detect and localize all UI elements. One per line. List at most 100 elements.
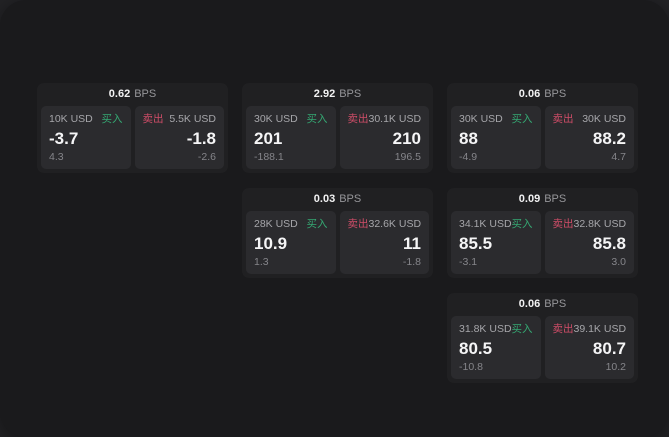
bps-value: 0.06: [518, 298, 541, 310]
sell-panel-top: 卖出 30K USD: [553, 113, 627, 125]
bps-unit-label: BPS: [339, 193, 362, 205]
sell-panel-top: 卖出 32.6K USD: [348, 218, 422, 230]
bps-header: 0.06 BPS: [447, 293, 638, 316]
buy-panel-top: 34.1K USD 买入: [459, 218, 533, 230]
sell-panel-top: 卖出 32.8K USD: [553, 218, 627, 230]
buy-sell-panels: 30K USD 买入 88 -4.9 卖出 30K USD 88.2 4.7: [447, 106, 638, 173]
sell-delta-value: 3.0: [611, 256, 626, 268]
buy-notional-label: 30K USD: [459, 113, 503, 125]
bps-header: 0.03 BPS: [242, 188, 433, 211]
buy-price-value: 80.5: [459, 338, 493, 358]
buy-notional-label: 34.1K USD: [459, 218, 512, 230]
bps-value: 2.92: [313, 88, 336, 100]
bps-value: 0.03: [313, 193, 336, 205]
buy-panel[interactable]: 30K USD 买入 201 -188.1: [246, 106, 336, 169]
sell-panel[interactable]: 卖出 39.1K USD 80.7 10.2: [544, 316, 634, 379]
buy-delta-value: -3.1: [459, 256, 478, 268]
buy-notional-label: 31.8K USD: [459, 323, 512, 335]
sell-price-value: -1.8: [186, 128, 216, 148]
sell-price-value: 88.2: [592, 128, 626, 148]
quote-card-3[interactable]: 0.06 BPS 30K USD 买入 88 -4.9 卖出 30K USD: [447, 83, 638, 173]
sell-delta-value: -2.6: [197, 151, 216, 163]
sell-panel[interactable]: 卖出 30.1K USD 210 196.5: [339, 106, 429, 169]
quote-card-6[interactable]: 0.06 BPS 31.8K USD 买入 80.5 -10.8 卖出 39.1…: [447, 293, 638, 383]
sell-price-value: 11: [403, 233, 421, 253]
buy-panel-top: 10K USD 买入: [49, 113, 123, 125]
sell-side-label: 卖出: [347, 218, 369, 230]
buy-notional-label: 28K USD: [254, 218, 298, 230]
buy-panel[interactable]: 10K USD 买入 -3.7 4.3: [41, 106, 131, 169]
buy-panel[interactable]: 28K USD 买入 10.9 1.3: [246, 211, 336, 274]
quote-card-5[interactable]: 0.09 BPS 34.1K USD 买入 85.5 -3.1 卖出 32.8K…: [447, 188, 638, 278]
bps-header: 0.06 BPS: [447, 83, 638, 106]
sell-delta-value: 4.7: [611, 151, 626, 163]
sell-side-label: 卖出: [552, 323, 574, 335]
sell-notional-label: 30.1K USD: [368, 113, 422, 125]
buy-delta-value: -188.1: [254, 151, 284, 163]
buy-sell-panels: 10K USD 买入 -3.7 4.3 卖出 5.5K USD -1.8 -2.…: [37, 106, 228, 173]
quote-card-4[interactable]: 0.03 BPS 28K USD 买入 10.9 1.3 卖出 32.6K US…: [242, 188, 433, 278]
buy-side-label: 买入: [511, 323, 533, 335]
buy-delta-value: -10.8: [459, 361, 483, 373]
bps-unit-label: BPS: [134, 88, 157, 100]
sell-delta-value: -1.8: [402, 256, 421, 268]
sell-panel[interactable]: 卖出 5.5K USD -1.8 -2.6: [134, 106, 224, 169]
sell-price-value: 85.8: [592, 233, 626, 253]
sell-panel-top: 卖出 30.1K USD: [348, 113, 422, 125]
buy-panel[interactable]: 31.8K USD 买入 80.5 -10.8: [451, 316, 541, 379]
buy-delta-value: 1.3: [254, 256, 269, 268]
sell-side-label: 卖出: [142, 113, 164, 125]
buy-delta-value: -4.9: [459, 151, 478, 163]
buy-sell-panels: 30K USD 买入 201 -188.1 卖出 30.1K USD 210 1…: [242, 106, 433, 173]
sell-panel-top: 卖出 5.5K USD: [143, 113, 217, 125]
bps-value: 0.62: [108, 88, 131, 100]
sell-side-label: 卖出: [347, 113, 369, 125]
bps-value: 0.09: [518, 193, 541, 205]
buy-panel[interactable]: 34.1K USD 买入 85.5 -3.1: [451, 211, 541, 274]
sell-notional-label: 32.6K USD: [368, 218, 422, 230]
sell-price-value: 210: [392, 128, 421, 148]
sell-panel-top: 卖出 39.1K USD: [553, 323, 627, 335]
buy-panel[interactable]: 30K USD 买入 88 -4.9: [451, 106, 541, 169]
quote-card-2[interactable]: 2.92 BPS 30K USD 买入 201 -188.1 卖出 30.1K …: [242, 83, 433, 173]
sell-side-label: 卖出: [552, 218, 574, 230]
buy-panel-top: 30K USD 买入: [459, 113, 533, 125]
buy-price-value: -3.7: [49, 128, 79, 148]
buy-panel-top: 28K USD 买入: [254, 218, 328, 230]
buy-side-label: 买入: [101, 113, 123, 125]
buy-price-value: 10.9: [254, 233, 288, 253]
buy-notional-label: 10K USD: [49, 113, 93, 125]
sell-delta-value: 10.2: [605, 361, 626, 373]
sell-side-label: 卖出: [552, 113, 574, 125]
quote-card-1[interactable]: 0.62 BPS 10K USD 买入 -3.7 4.3 卖出 5.5K USD: [37, 83, 228, 173]
sell-panel[interactable]: 卖出 30K USD 88.2 4.7: [544, 106, 634, 169]
buy-price-value: 88: [459, 128, 478, 148]
buy-sell-panels: 34.1K USD 买入 85.5 -3.1 卖出 32.8K USD 85.8…: [447, 211, 638, 278]
buy-side-label: 买入: [511, 218, 533, 230]
sell-delta-value: 196.5: [394, 151, 421, 163]
sell-notional-label: 32.8K USD: [573, 218, 627, 230]
buy-side-label: 买入: [511, 113, 533, 125]
bps-header: 2.92 BPS: [242, 83, 433, 106]
buy-notional-label: 30K USD: [254, 113, 298, 125]
bps-unit-label: BPS: [544, 298, 567, 310]
buy-delta-value: 4.3: [49, 151, 64, 163]
sell-notional-label: 5.5K USD: [169, 113, 216, 125]
sell-panel[interactable]: 卖出 32.6K USD 11 -1.8: [339, 211, 429, 274]
buy-sell-panels: 28K USD 买入 10.9 1.3 卖出 32.6K USD 11 -1.8: [242, 211, 433, 278]
sell-price-value: 80.7: [592, 338, 626, 358]
bps-unit-label: BPS: [339, 88, 362, 100]
buy-price-value: 201: [254, 128, 283, 148]
bps-header: 0.09 BPS: [447, 188, 638, 211]
buy-side-label: 买入: [306, 113, 328, 125]
bps-value: 0.06: [518, 88, 541, 100]
sell-notional-label: 30K USD: [582, 113, 626, 125]
buy-sell-panels: 31.8K USD 买入 80.5 -10.8 卖出 39.1K USD 80.…: [447, 316, 638, 383]
buy-side-label: 买入: [306, 218, 328, 230]
buy-price-value: 85.5: [459, 233, 493, 253]
sell-panel[interactable]: 卖出 32.8K USD 85.8 3.0: [544, 211, 634, 274]
bps-unit-label: BPS: [544, 193, 567, 205]
sell-notional-label: 39.1K USD: [573, 323, 627, 335]
bps-header: 0.62 BPS: [37, 83, 228, 106]
